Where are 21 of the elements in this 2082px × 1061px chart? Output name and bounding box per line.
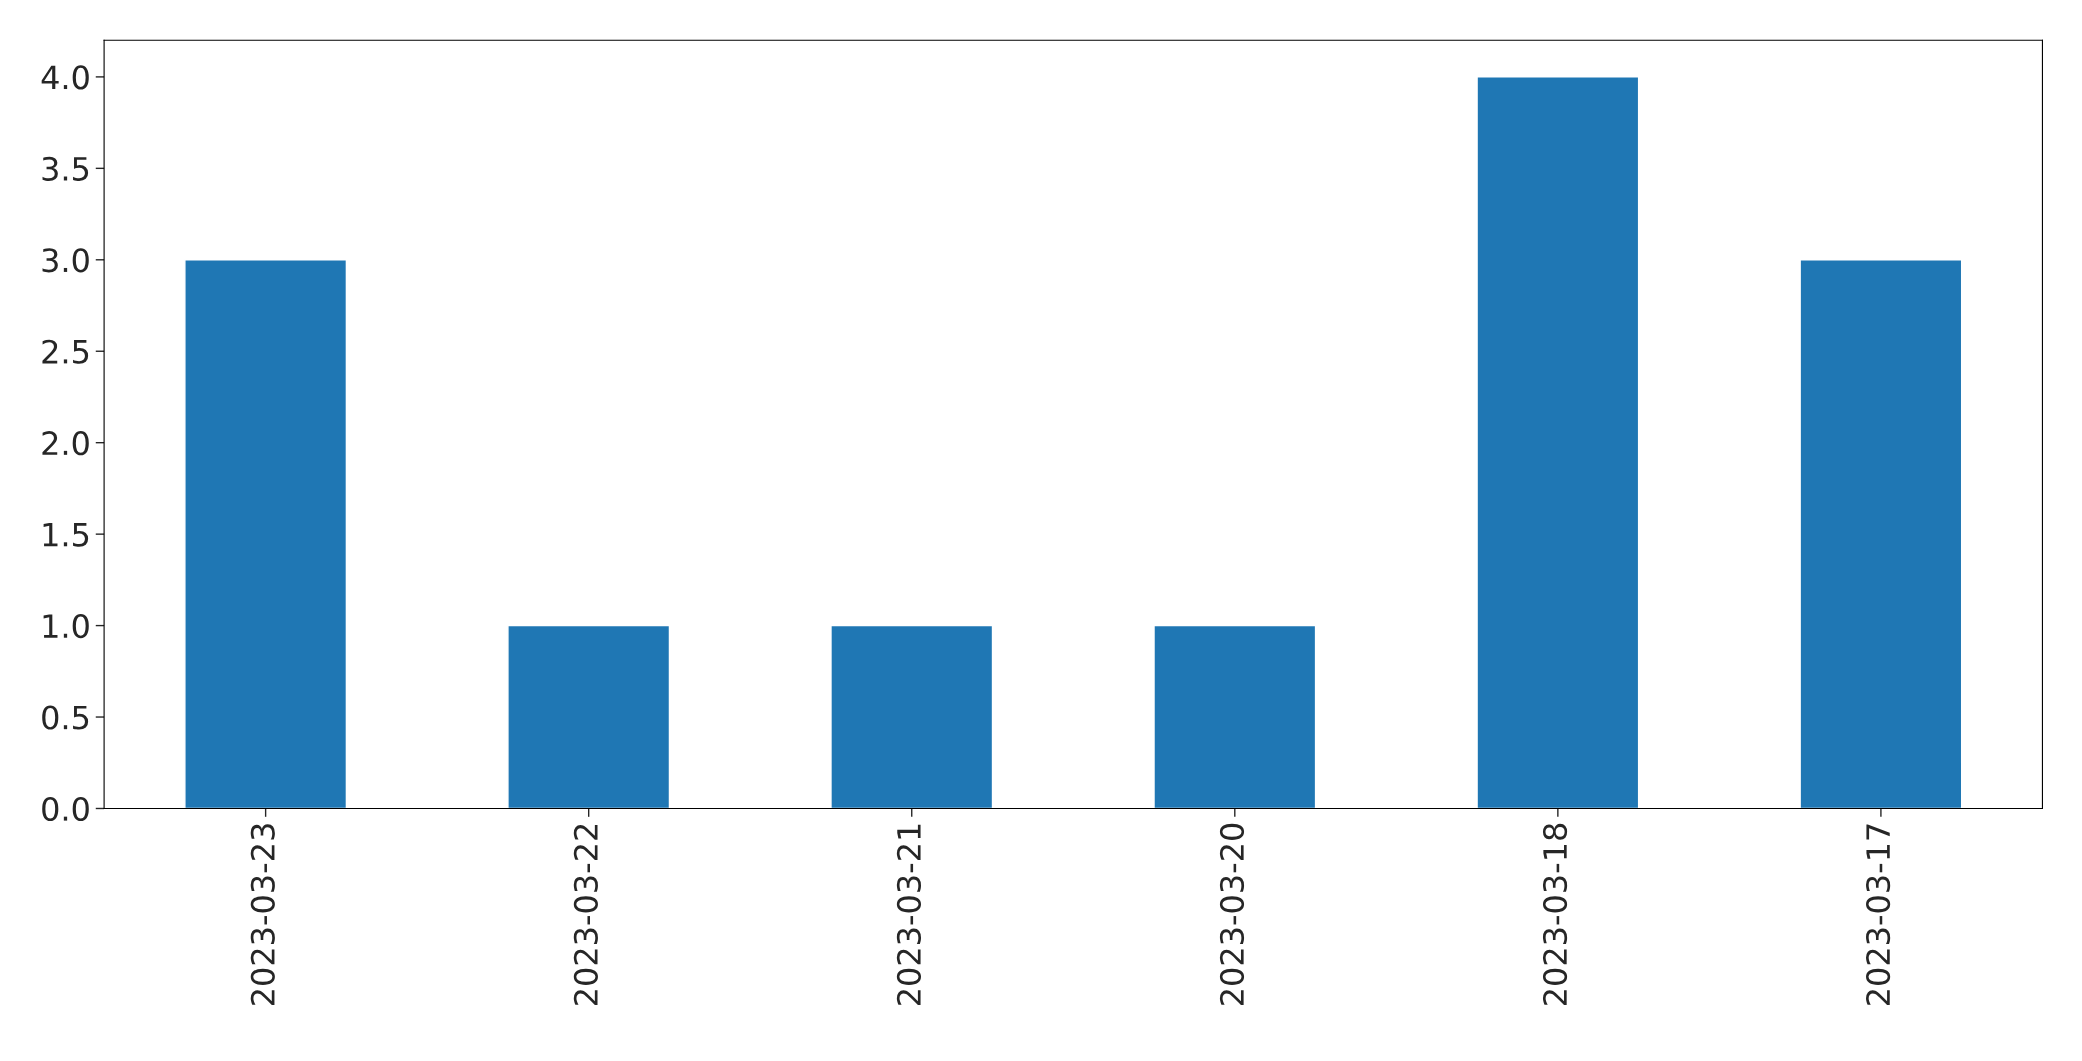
y-tick-label: 2.0 [42,431,89,456]
y-tick-label: 2.5 [42,339,89,364]
bar [1153,624,1317,809]
bar [184,259,348,809]
y-tick-label: 3.5 [42,156,89,181]
x-tick-label: 2023-03-21 [896,824,922,1005]
y-tick-label: 4.0 [41,65,89,90]
bar [1799,259,1963,809]
y-tick-label: 1.0 [43,614,89,639]
bar [1476,76,1640,809]
bar [507,624,671,809]
x-tick-label: 2023-03-22 [573,824,598,1005]
y-tick-label: 0.0 [42,796,89,822]
y-tick-label: 1.5 [43,522,89,547]
bar [830,624,994,809]
x-tick-label: 2023-03-17 [1866,824,1891,1005]
x-tick-label: 2023-03-20 [1219,823,1245,1005]
y-tick-label: 3.0 [42,248,89,273]
y-tick-label: 0.5 [42,705,89,730]
x-tick-label: 2023-03-23 [250,824,275,1005]
x-tick-label: 2023-03-18 [1542,823,1568,1005]
